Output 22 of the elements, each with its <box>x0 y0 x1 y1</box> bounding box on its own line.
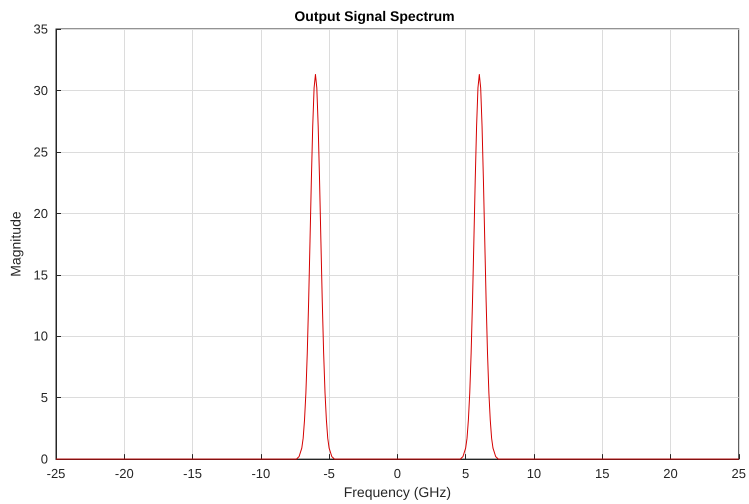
x-tick-label: -25 <box>46 466 66 482</box>
y-tick-label: 15 <box>34 267 48 282</box>
x-tick-label: 10 <box>526 466 542 482</box>
y-tick-label: 0 <box>40 452 48 467</box>
chart-title: Output Signal Spectrum <box>294 8 455 24</box>
x-tick-label: -15 <box>183 466 202 482</box>
x-tick-label: -20 <box>114 466 134 482</box>
x-tick-label: 20 <box>663 466 678 482</box>
x-tick-label: 5 <box>462 466 470 482</box>
y-tick-label: 20 <box>34 206 48 221</box>
x-tick-label: -5 <box>323 466 335 482</box>
x-axis-title: Frequency (GHz) <box>344 484 452 500</box>
y-tick-label: 35 <box>34 22 48 36</box>
x-tick-label: 0 <box>394 466 401 482</box>
y-axis-title: Magnitude <box>8 211 24 277</box>
x-tick-label: -10 <box>251 466 270 482</box>
x-tick-label: 15 <box>594 466 610 482</box>
y-tick-label: 30 <box>34 82 48 98</box>
x-tick-label: 25 <box>732 466 746 482</box>
y-tick-label: 10 <box>34 328 48 344</box>
y-tick-label: 5 <box>40 390 48 406</box>
y-tick-label: 25 <box>34 144 48 160</box>
